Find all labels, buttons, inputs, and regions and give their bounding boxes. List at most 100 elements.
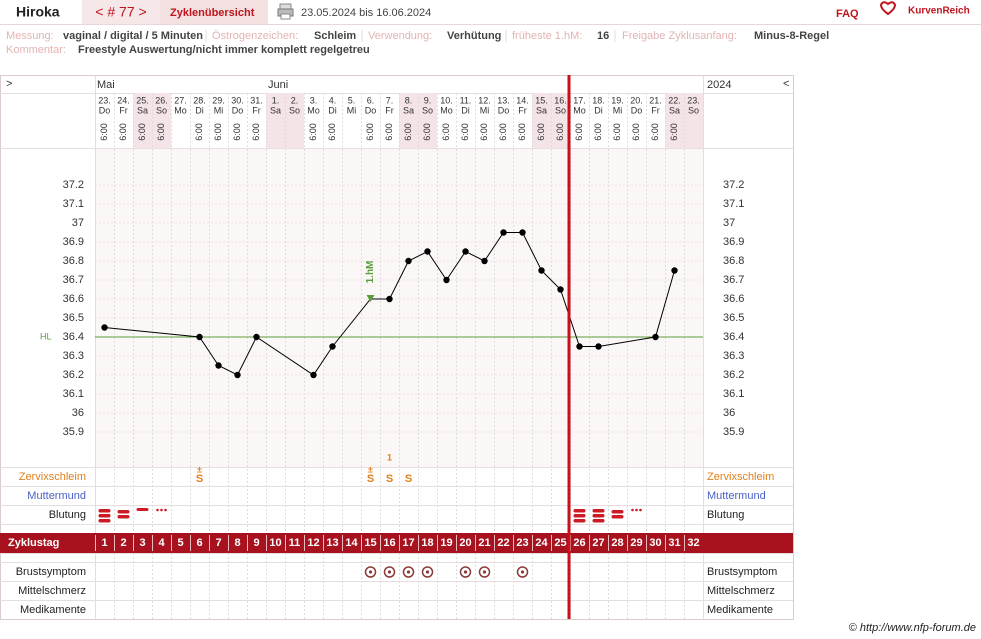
cycle-day: 7 <box>215 537 221 549</box>
day-weekday: Mi <box>613 105 623 115</box>
user-name: Hiroka <box>16 4 60 20</box>
breast-icon <box>368 570 373 574</box>
y-tick-label-right: 36.6 <box>723 293 744 305</box>
temperature-point <box>405 257 412 265</box>
coverline-label: HL <box>40 331 52 341</box>
cycle-day: 4 <box>158 537 165 549</box>
date-range: 23.05.2024 bis 16.06.2024 <box>301 7 431 19</box>
cycle-day: 19 <box>440 537 452 549</box>
breast-icon <box>478 566 491 578</box>
cycle-day: 6 <box>196 537 202 549</box>
day-date: 5. <box>348 95 356 105</box>
cycle-day: 11 <box>289 537 301 549</box>
breast-icon <box>364 566 377 578</box>
y-tick-label-right: 37 <box>723 217 735 229</box>
info-value: Freestyle Auswertung/nicht immer komplet… <box>78 44 370 56</box>
bleeding-icon <box>117 510 130 514</box>
day-weekday: Fr <box>651 105 660 115</box>
day-date: 7. <box>386 95 394 105</box>
temperature-point <box>386 295 393 303</box>
cycle-day: 23 <box>516 537 528 549</box>
day-weekday: Sa <box>403 105 414 115</box>
day-date: 11. <box>460 95 472 105</box>
cycle-day: 3 <box>139 537 145 549</box>
year: 2024 <box>707 79 731 91</box>
cervix-symbol: S <box>405 473 412 485</box>
temperature-point <box>253 333 260 341</box>
weekend-column <box>551 93 570 148</box>
info-value: 16 <box>597 30 609 42</box>
day-date: 10. <box>440 95 453 105</box>
bleeding-icon <box>156 508 159 512</box>
measure-time: 6:00 <box>555 123 565 141</box>
cycle-day: 1 <box>101 537 107 549</box>
info-label: Messung: <box>6 30 54 42</box>
bleeding-icon <box>160 508 163 512</box>
print-icon[interactable] <box>277 3 294 20</box>
footer: © http://www.nfp-forum.de <box>849 622 976 634</box>
cycle-day: 14 <box>345 537 358 549</box>
measure-time: 6:00 <box>498 123 508 141</box>
nav-box <box>82 0 160 24</box>
measure-time: 6:00 <box>156 123 166 141</box>
temperature-point <box>557 286 564 293</box>
day-date: 30. <box>231 95 244 105</box>
measure-time: 6:00 <box>308 123 318 141</box>
day-date: 4. <box>329 95 337 105</box>
temperature-point <box>329 343 336 350</box>
y-tick-label-right: 36.4 <box>723 331 744 343</box>
day-weekday: Mo <box>440 105 453 115</box>
day-weekday: Mo <box>174 105 187 115</box>
day-weekday: So <box>422 105 433 115</box>
day-weekday: Do <box>232 105 244 115</box>
day-date: 9. <box>424 95 432 105</box>
weekend-column <box>532 93 551 148</box>
day-weekday: Sa <box>137 105 148 115</box>
breast-icon <box>482 570 487 574</box>
cycle-day: 22 <box>497 537 509 549</box>
temperature-point <box>443 276 450 284</box>
day-weekday: Fr <box>252 105 261 115</box>
day-weekday: Do <box>365 105 377 115</box>
day-date: 12. <box>478 95 491 105</box>
cycle-day: 9 <box>253 537 259 549</box>
info-value: Schleim <box>314 30 356 42</box>
bleeding-icon <box>573 509 586 513</box>
cycle-day: 21 <box>478 537 490 549</box>
nav-next[interactable]: < <box>783 78 789 90</box>
overview-link[interactable]: Zyklenübersicht <box>170 7 255 19</box>
cervix-extra: 1 <box>387 452 392 462</box>
day-date: 14. <box>516 95 529 105</box>
day-weekday: Mi <box>480 105 490 115</box>
faq-link[interactable]: FAQ <box>836 8 859 20</box>
row-label-right: Muttermund <box>707 490 766 502</box>
cycle-day: 13 <box>326 537 338 549</box>
measure-time: 6:00 <box>441 123 451 141</box>
day-date: 8. <box>405 95 413 105</box>
day-weekday: Di <box>461 105 470 115</box>
day-date: 2. <box>291 95 299 105</box>
day-weekday: Mo <box>307 105 320 115</box>
day-weekday: So <box>289 105 300 115</box>
day-date: 17. <box>573 95 586 105</box>
cycle-nav[interactable]: < # 77 > <box>95 4 146 20</box>
y-tick-label: 36.8 <box>63 255 84 267</box>
day-date: 22. <box>668 95 681 105</box>
cycle-day: 24 <box>535 537 548 549</box>
logo[interactable]: KurvenReich <box>908 6 970 17</box>
first-high-marker <box>366 295 375 302</box>
day-weekday: Fr <box>385 105 394 115</box>
cycle-day: 2 <box>120 537 126 549</box>
first-high-label: 1.hM <box>365 261 376 284</box>
temperature-point <box>196 333 203 341</box>
cycle-day: 31 <box>668 537 680 549</box>
cycle-label: Zyklustag <box>8 537 59 549</box>
info-value: vaginal / digital / 5 Minuten <box>63 30 203 42</box>
bleeding-icon <box>573 519 586 523</box>
measure-time: 6:00 <box>536 123 546 141</box>
user-box <box>0 0 82 24</box>
y-tick-label: 36.4 <box>63 331 84 343</box>
nav-prev[interactable]: > <box>6 78 12 90</box>
info-label: Verwendung: <box>368 30 432 42</box>
y-tick-label-right: 35.9 <box>723 426 744 438</box>
